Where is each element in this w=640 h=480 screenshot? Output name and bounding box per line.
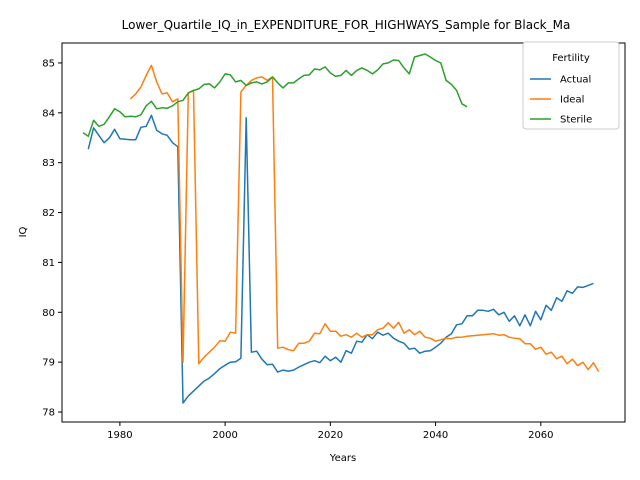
x-tick-label: 2020: [318, 430, 343, 441]
legend-label-sterile: Sterile: [560, 115, 592, 126]
y-axis-label: IQ: [18, 226, 29, 237]
y-tick-label: 82: [42, 208, 55, 219]
x-tick-label: 2040: [423, 430, 448, 441]
x-tick-label: 2000: [212, 430, 237, 441]
x-axis: 1980 2000 2020 2040 2060: [107, 422, 554, 441]
legend-label-ideal: Ideal: [560, 95, 584, 106]
y-tick-label: 79: [42, 358, 55, 369]
y-tick-label: 84: [42, 108, 55, 119]
legend-label-actual: Actual: [560, 75, 591, 86]
legend-box: [522, 41, 620, 130]
x-tick-label: 1980: [107, 430, 132, 441]
legend: Fertility Actual Ideal Sterile: [522, 41, 620, 130]
series-lines: [82, 53, 600, 404]
y-tick-label: 78: [42, 408, 55, 419]
x-tick-label: 2060: [528, 430, 553, 441]
y-tick-label: 81: [42, 258, 55, 269]
plot-area: [61, 42, 626, 423]
y-axis: 78 79 80 81 82 83 84 85: [42, 58, 62, 419]
series-line-ideal: [129, 64, 600, 372]
legend-items: Actual Ideal Sterile: [530, 75, 592, 126]
legend-title: Fertility: [552, 53, 590, 64]
series-line-sterile: [82, 53, 468, 138]
y-tick-label: 83: [42, 158, 55, 169]
series-line-actual: [87, 114, 594, 404]
y-tick-label: 85: [42, 58, 55, 69]
x-axis-label: Years: [329, 453, 356, 464]
y-tick-label: 80: [42, 308, 55, 319]
plot-frame: [61, 42, 626, 423]
chart-title: Lower_Quartile_IQ_in_EXPENDITURE_FOR_HIG…: [122, 18, 571, 32]
